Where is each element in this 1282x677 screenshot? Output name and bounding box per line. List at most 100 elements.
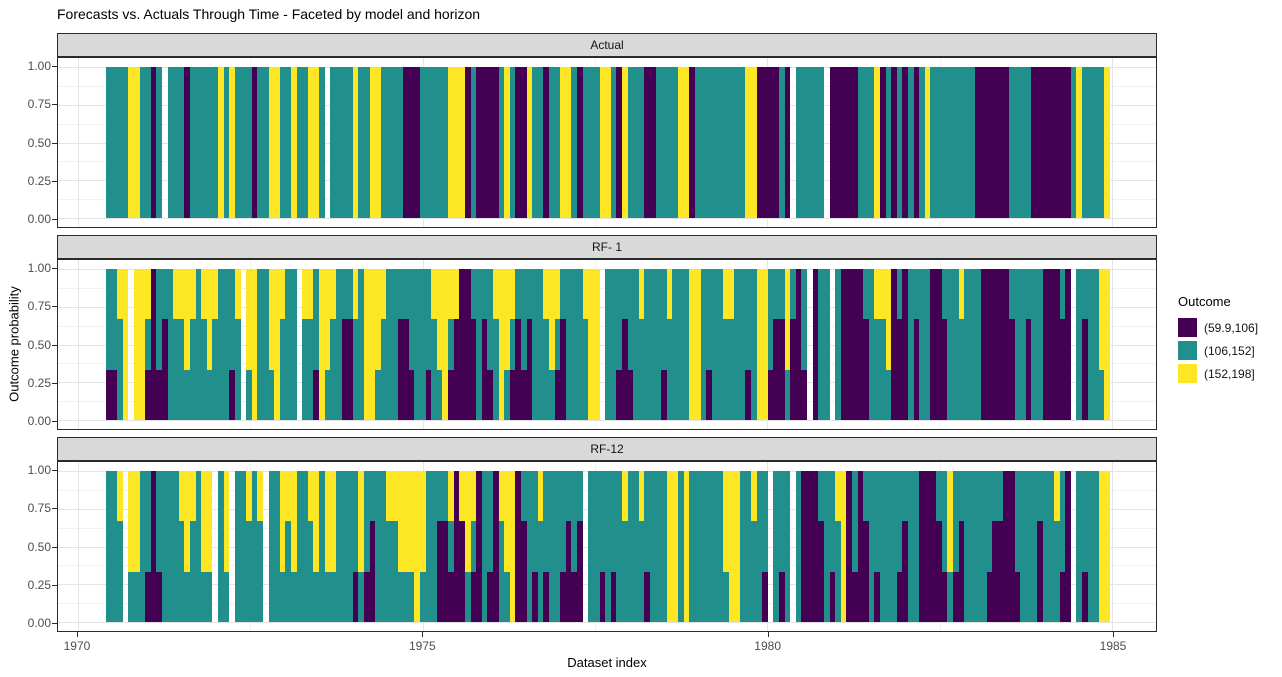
gridline (1112, 260, 1114, 429)
bar-segment-yellow (605, 66, 611, 219)
bar (958, 470, 965, 623)
bar-segment-yellow (565, 66, 572, 219)
x-tick-mark (1113, 632, 1114, 637)
bar-segment-teal (571, 470, 578, 572)
bar-segment-purple (986, 66, 993, 219)
bar (902, 66, 909, 219)
bar-segment-teal (386, 521, 392, 623)
bar (941, 268, 948, 421)
bar-segment-teal (397, 571, 404, 623)
gridline (58, 420, 1156, 422)
bar-segment-teal (750, 268, 757, 421)
bar (324, 268, 331, 421)
bar (588, 470, 594, 623)
bar (420, 268, 426, 421)
bar (683, 66, 690, 219)
bar-segment-teal (722, 319, 729, 421)
bar (307, 268, 314, 421)
bar (851, 470, 858, 623)
bar-segment-yellow (139, 268, 146, 421)
bar-segment-teal (947, 66, 953, 219)
bar (1037, 470, 1043, 623)
bar (1104, 66, 1110, 219)
bar (122, 268, 129, 421)
bar (896, 268, 903, 421)
bar-segment-teal (829, 470, 836, 572)
bar (285, 66, 292, 219)
bar-segment-yellow (840, 470, 847, 623)
bar-segment-teal (375, 369, 381, 421)
bar-segment-yellow (880, 268, 886, 320)
bar-segment-teal (302, 66, 308, 219)
bar (1076, 66, 1082, 219)
bar (397, 470, 404, 623)
bar-segment-teal (386, 66, 392, 219)
bar-segment-teal (1031, 470, 1038, 623)
bar (1059, 66, 1066, 219)
bar (358, 470, 364, 623)
bar-segment-teal (992, 470, 998, 522)
bar-segment-teal (650, 470, 656, 623)
bar (975, 470, 981, 623)
bar (756, 268, 763, 421)
gridline (77, 58, 79, 227)
bar-segment-teal (571, 268, 578, 421)
bar (330, 66, 336, 219)
bar (251, 470, 258, 623)
bar (1003, 268, 1010, 421)
facet-panel (57, 57, 1157, 228)
bar (319, 470, 325, 623)
bar-segment-yellow (268, 66, 275, 219)
bar (515, 470, 521, 623)
bar (234, 66, 241, 219)
bar (885, 66, 892, 219)
bar (952, 66, 959, 219)
facet-strip-label: Actual (590, 38, 624, 52)
bar-segment-teal (913, 268, 920, 320)
bar-segment-purple (689, 66, 695, 219)
bar (1053, 268, 1060, 421)
bar-segment-teal (481, 268, 488, 320)
bar-segment-teal (296, 66, 303, 219)
bar-segment-teal (380, 470, 387, 623)
bar (307, 66, 314, 219)
bar (666, 470, 673, 623)
bar-segment-teal (111, 66, 118, 219)
bar (958, 268, 965, 421)
bar-segment-teal (964, 66, 970, 219)
bar-segment-teal (234, 66, 241, 219)
bar (414, 470, 421, 623)
bar-segment-teal (1025, 470, 1032, 623)
bar (369, 268, 376, 421)
bar (1053, 66, 1060, 219)
bar-segment-teal (565, 470, 572, 522)
bar (672, 66, 679, 219)
bar (403, 470, 409, 623)
bar (285, 470, 292, 623)
bar-segment-teal (1059, 268, 1066, 320)
bar-segment-teal (891, 470, 897, 623)
bar-segment-yellow (453, 268, 460, 320)
bar-segment-yellow (369, 66, 376, 219)
bar (902, 470, 909, 623)
bar (627, 66, 634, 219)
bar (515, 268, 521, 421)
bar (880, 66, 886, 219)
bar-segment-teal (896, 66, 903, 219)
bar-segment-yellow (722, 268, 729, 320)
bar (487, 268, 493, 421)
bar (162, 268, 168, 421)
bar (1037, 268, 1043, 421)
bar-segment-teal (358, 268, 364, 421)
y-tick-label: 0.50 (27, 337, 51, 352)
bar (829, 66, 836, 219)
bar-segment-teal (952, 268, 959, 421)
bar (509, 268, 516, 421)
bar-segment-teal (1009, 268, 1015, 320)
bar (599, 66, 606, 219)
bar-segment-yellow (638, 268, 645, 320)
bar (167, 268, 174, 421)
bar (1053, 470, 1060, 623)
bar (257, 66, 263, 219)
bar (1098, 470, 1105, 623)
